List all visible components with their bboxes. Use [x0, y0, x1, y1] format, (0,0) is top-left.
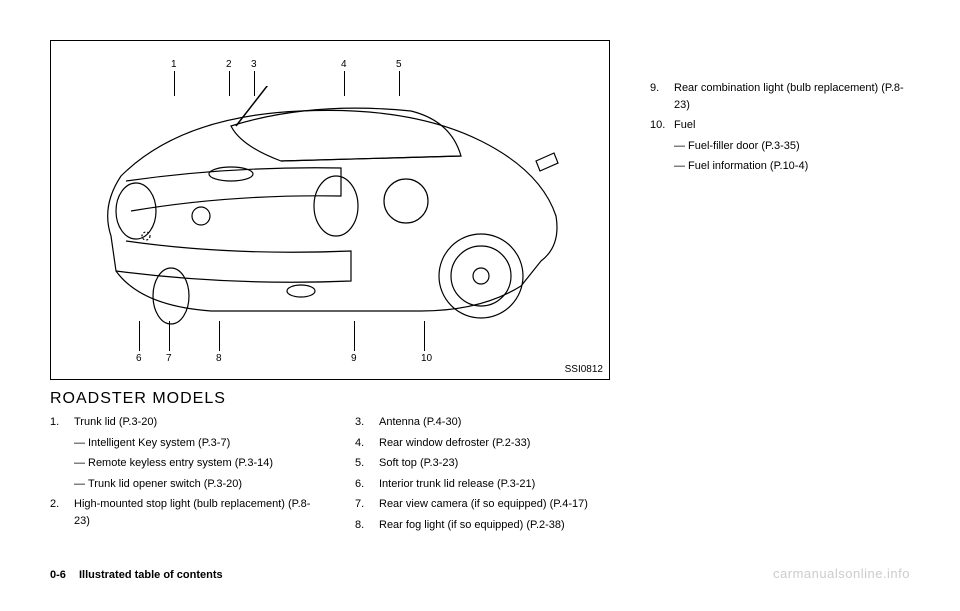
callout-number: 1 [171, 59, 177, 70]
sub-item: —Trunk lid opener switch (P.3-20) [74, 476, 325, 493]
list-number: 8. [355, 517, 379, 534]
callout-number: 9 [351, 353, 357, 364]
list-text: Rear view camera (if so equipped) (P.4-1… [379, 496, 630, 513]
sub-text: Fuel information (P.10-4) [688, 158, 808, 175]
car-illustration [81, 86, 581, 346]
list-text: High-mounted stop light (bulb replacemen… [74, 496, 325, 529]
list-number: 1. [50, 414, 74, 431]
list-item: 1.Trunk lid (P.3-20) [50, 414, 325, 431]
sub-text: Trunk lid opener switch (P.3-20) [88, 476, 242, 493]
list-text: Trunk lid (P.3-20) [74, 414, 325, 431]
figure-code: SSI0812 [565, 364, 603, 375]
list-item: 8.Rear fog light (if so equipped) (P.2-3… [355, 517, 630, 534]
list-item: 2.High-mounted stop light (bulb replacem… [50, 496, 325, 529]
list-number: 10. [650, 117, 674, 134]
list-text: Antenna (P.4-30) [379, 414, 630, 431]
sub-item: —Fuel information (P.10-4) [674, 158, 910, 175]
list-col-left: 1.Trunk lid (P.3-20)—Intelligent Key sys… [50, 414, 325, 537]
list-number: 7. [355, 496, 379, 513]
watermark: carmanualsonline.info [773, 566, 910, 581]
sub-dash: — [74, 435, 88, 452]
list-number: 5. [355, 455, 379, 472]
left-column-block: 1 2 3 4 5 6 7 8 9 10 [50, 40, 630, 537]
list-text: Interior trunk lid release (P.3-21) [379, 476, 630, 493]
list-text: Rear combination light (bulb replacement… [674, 80, 910, 113]
list-text: Fuel [674, 117, 910, 134]
sub-dash: — [674, 138, 688, 155]
sub-item: —Remote keyless entry system (P.3-14) [74, 455, 325, 472]
list-item: 4.Rear window defroster (P.2-33) [355, 435, 630, 452]
sub-dash: — [74, 476, 88, 493]
figure-box: 1 2 3 4 5 6 7 8 9 10 [50, 40, 610, 380]
sub-item: —Fuel-filler door (P.3-35) [674, 138, 910, 155]
list-item: 9.Rear combination light (bulb replaceme… [650, 80, 910, 113]
sub-text: Intelligent Key system (P.3-7) [88, 435, 230, 452]
list-number: 2. [50, 496, 74, 529]
sub-text: Fuel-filler door (P.3-35) [688, 138, 800, 155]
sub-item: —Intelligent Key system (P.3-7) [74, 435, 325, 452]
callout-number: 8 [216, 353, 222, 364]
list-col-mid: 3.Antenna (P.4-30)4.Rear window defroste… [355, 414, 630, 537]
list-item: 7.Rear view camera (if so equipped) (P.4… [355, 496, 630, 513]
callout-number: 4 [341, 59, 347, 70]
list-text: Soft top (P.3-23) [379, 455, 630, 472]
callout-number: 7 [166, 353, 172, 364]
list-number: 9. [650, 80, 674, 113]
page-number: 0-6 [50, 569, 66, 581]
list-item: 6.Interior trunk lid release (P.3-21) [355, 476, 630, 493]
list-number: 3. [355, 414, 379, 431]
two-column-list: 1.Trunk lid (P.3-20)—Intelligent Key sys… [50, 414, 630, 537]
list-text: Rear window defroster (P.2-33) [379, 435, 630, 452]
sub-text: Remote keyless entry system (P.3-14) [88, 455, 273, 472]
list-item: 5.Soft top (P.3-23) [355, 455, 630, 472]
list-item: 10.Fuel [650, 117, 910, 134]
list-number: 6. [355, 476, 379, 493]
sub-dash: — [74, 455, 88, 472]
callout-number: 10 [421, 353, 432, 364]
callout-number: 3 [251, 59, 257, 70]
list-item: 3.Antenna (P.4-30) [355, 414, 630, 431]
page-footer: 0-6 Illustrated table of contents [50, 569, 223, 581]
list-number: 4. [355, 435, 379, 452]
sub-dash: — [674, 158, 688, 175]
page-content: 1 2 3 4 5 6 7 8 9 10 [50, 40, 910, 537]
callout-number: 6 [136, 353, 142, 364]
footer-title: Illustrated table of contents [79, 569, 223, 581]
callout-number: 5 [396, 59, 402, 70]
list-col-right: 9.Rear combination light (bulb replaceme… [650, 40, 910, 537]
list-text: Rear fog light (if so equipped) (P.2-38) [379, 517, 630, 534]
callout-number: 2 [226, 59, 232, 70]
section-title: ROADSTER MODELS [50, 390, 630, 408]
